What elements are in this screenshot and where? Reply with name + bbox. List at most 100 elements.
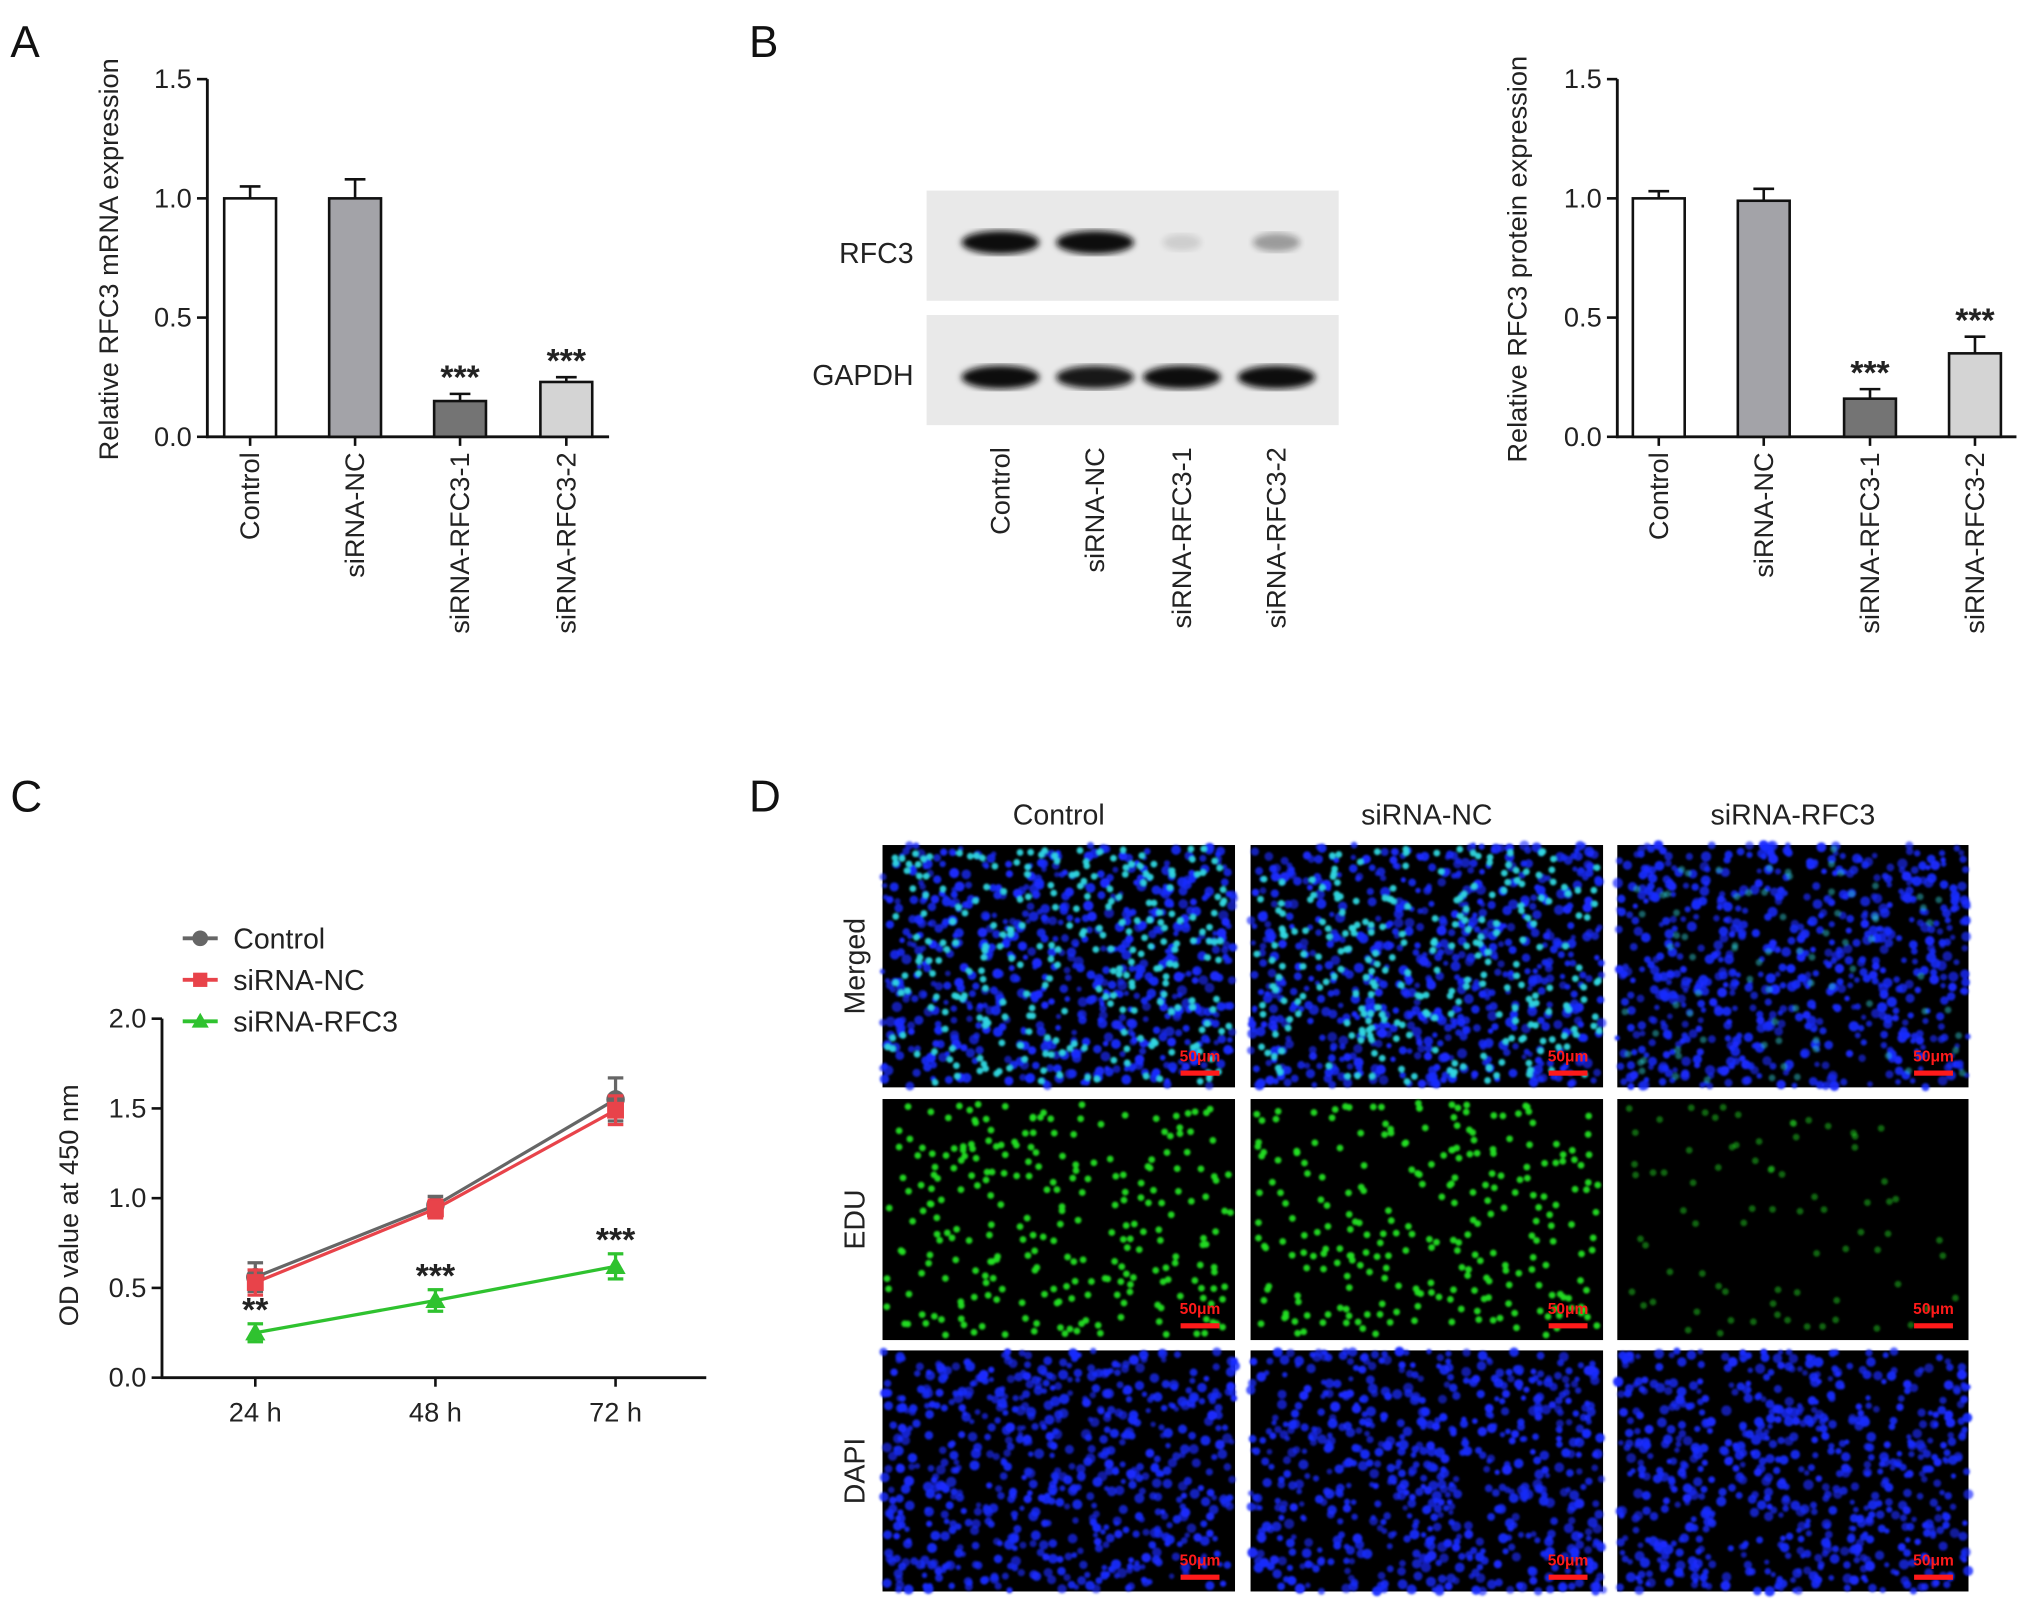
y-axis-label: Relative RFC3 protein expression (1502, 56, 1533, 463)
micrograph-dapi-sirna-rfc3: 50μm (1613, 1347, 1974, 1597)
y-tick-label: 1.5 (109, 1092, 147, 1123)
scale-bar (1914, 1574, 1953, 1580)
y-tick-label: 0.5 (154, 302, 192, 333)
blot-lane-label: siRNA-RFC3-2 (1261, 447, 1292, 628)
micrograph-edu-control: 50μm (882, 1099, 1236, 1341)
marker-square (246, 1274, 264, 1291)
x-tick-label: siRNA-NC (1748, 452, 1779, 577)
x-tick-label: siRNA-NC (339, 452, 370, 577)
blot-band (1162, 234, 1202, 251)
significance-marker: *** (440, 360, 480, 397)
column-header: siRNA-NC (1361, 799, 1492, 831)
scale-bar-label: 50μm (1548, 1301, 1589, 1318)
scale-bar (1180, 1070, 1220, 1076)
x-tick-label: 72 h (589, 1397, 642, 1428)
x-tick-label: 24 h (229, 1397, 282, 1428)
y-tick-label: 0.5 (109, 1272, 147, 1303)
micrograph-dapi-sirna-nc: 50μm (1246, 1346, 1607, 1597)
micrograph-merged-sirna-nc: 50μm (1246, 840, 1607, 1091)
x-tick-label: 48 h (409, 1397, 462, 1428)
y-tick-label: 1.0 (1564, 182, 1602, 213)
significance-marker: *** (1955, 302, 1995, 339)
y-tick-label: 0.5 (1564, 302, 1602, 333)
blot-band (961, 365, 1040, 389)
panel-label-c: C (10, 772, 42, 821)
bar-control (1631, 197, 1686, 439)
scale-bar-label: 50μm (1548, 1553, 1589, 1570)
y-axis-label: OD value at 450 nm (53, 1084, 84, 1326)
marker-triangle (605, 1256, 626, 1274)
micrograph-merged-control: 50μm (879, 841, 1238, 1091)
significance-marker: *** (547, 343, 587, 380)
edu-assay-grid: Control siRNA-NC siRNA-RFC3 Merged EDU DAPI 50… (839, 799, 1974, 1597)
micrograph-edu-sirna-rfc3: 50μm (1617, 1099, 1969, 1341)
marker-square (607, 1101, 624, 1119)
chart-a-mrna-bar: 0.0 0.5 1.0 1.5 Relative RFC3 mRNA expressio… (93, 58, 610, 634)
legend-item-sirna-rfc3: siRNA-RFC3 (182, 1007, 398, 1039)
panel-label-d: D (749, 772, 781, 821)
micrograph-edu-sirna-nc: 50μm (1250, 1099, 1604, 1341)
scale-bar-label: 50μm (1180, 1048, 1221, 1065)
blot-band (1252, 233, 1301, 252)
column-header: Control (1013, 799, 1105, 831)
micrograph-background (1617, 1099, 1969, 1341)
x-tick-label: Control (1643, 452, 1674, 540)
scale-bar (1914, 1323, 1953, 1329)
scale-bar (1180, 1574, 1220, 1580)
y-tick-label: 0.0 (154, 421, 192, 452)
bar-control (222, 197, 278, 439)
micrograph-background (1250, 1099, 1604, 1341)
marker-triangle (191, 1012, 209, 1028)
legend-label: siRNA-NC (233, 965, 364, 997)
blot-band (1143, 365, 1221, 389)
row-label: DAPI (839, 1438, 871, 1505)
marker-triangle (425, 1290, 446, 1309)
x-tick-label: Control (234, 452, 265, 540)
row-label: Merged (839, 918, 871, 1015)
marker-triangle (245, 1322, 266, 1341)
marker-square (193, 972, 208, 987)
y-tick-label: 1.0 (109, 1182, 147, 1213)
chart-b-protein-bar: 0.0 0.5 1.0 1.5 Relative RFC3 protein expres… (1502, 56, 2017, 634)
western-blot: RFC3 GAPDH Control siRNA-NC siRNA-RFC3-1 si… (812, 190, 1339, 629)
blot-lane-label: siRNA-NC (1079, 447, 1110, 572)
chart-c-od-line: 0.0 0.5 1.0 1.5 2.0 24 h 48 h 72 h OD value at 4… (53, 924, 707, 1428)
scale-bar-label: 50μm (1180, 1553, 1221, 1570)
scale-bar-label: 50μm (1913, 1048, 1954, 1065)
legend-item-control: Control (182, 924, 325, 956)
y-tick-label: 0.0 (1564, 421, 1602, 452)
bar-sirna-rfc3-2 (539, 380, 594, 439)
scale-bar (1548, 1574, 1588, 1580)
legend-item-sirna-nc: siRNA-NC (182, 965, 365, 997)
y-tick-label: 1.5 (154, 63, 192, 94)
panel-label-b: B (749, 18, 778, 67)
micrograph-merged-sirna-rfc3: 50μm (1612, 840, 1972, 1092)
x-tick-label: siRNA-RFC3-1 (1854, 452, 1885, 633)
series-sirna-nc (246, 1094, 624, 1297)
row-label: EDU (839, 1189, 871, 1249)
x-tick-label: siRNA-RFC3-2 (550, 452, 581, 633)
bar-sirna-rfc3-1 (432, 399, 488, 439)
significance-marker: ** (242, 1292, 269, 1329)
significance-marker: *** (596, 1222, 636, 1259)
scale-bar (1180, 1323, 1220, 1329)
legend-label: Control (233, 924, 325, 956)
blot-lane-label: Control (985, 447, 1016, 535)
bar-sirna-nc (327, 197, 383, 439)
scale-bar (1548, 1070, 1588, 1076)
y-axis-label: Relative RFC3 mRNA expression (93, 58, 124, 460)
scale-bar-label: 50μm (1913, 1553, 1954, 1570)
marker-circle (192, 930, 209, 947)
y-tick-label: 2.0 (109, 1003, 147, 1034)
column-header: siRNA-RFC3 (1711, 799, 1876, 831)
x-tick-label: siRNA-RFC3-2 (1959, 452, 1990, 633)
y-tick-label: 0.0 (109, 1362, 147, 1393)
series-sirna-rfc3 (245, 1252, 626, 1344)
y-tick-label: 1.5 (1564, 63, 1602, 94)
bar-sirna-rfc3-1 (1842, 397, 1898, 439)
scale-bar-label: 50μm (1548, 1048, 1589, 1065)
scale-bar-label: 50μm (1913, 1301, 1954, 1318)
significance-marker: *** (1850, 355, 1890, 392)
blot-lane-label: siRNA-RFC3-1 (1166, 447, 1197, 628)
